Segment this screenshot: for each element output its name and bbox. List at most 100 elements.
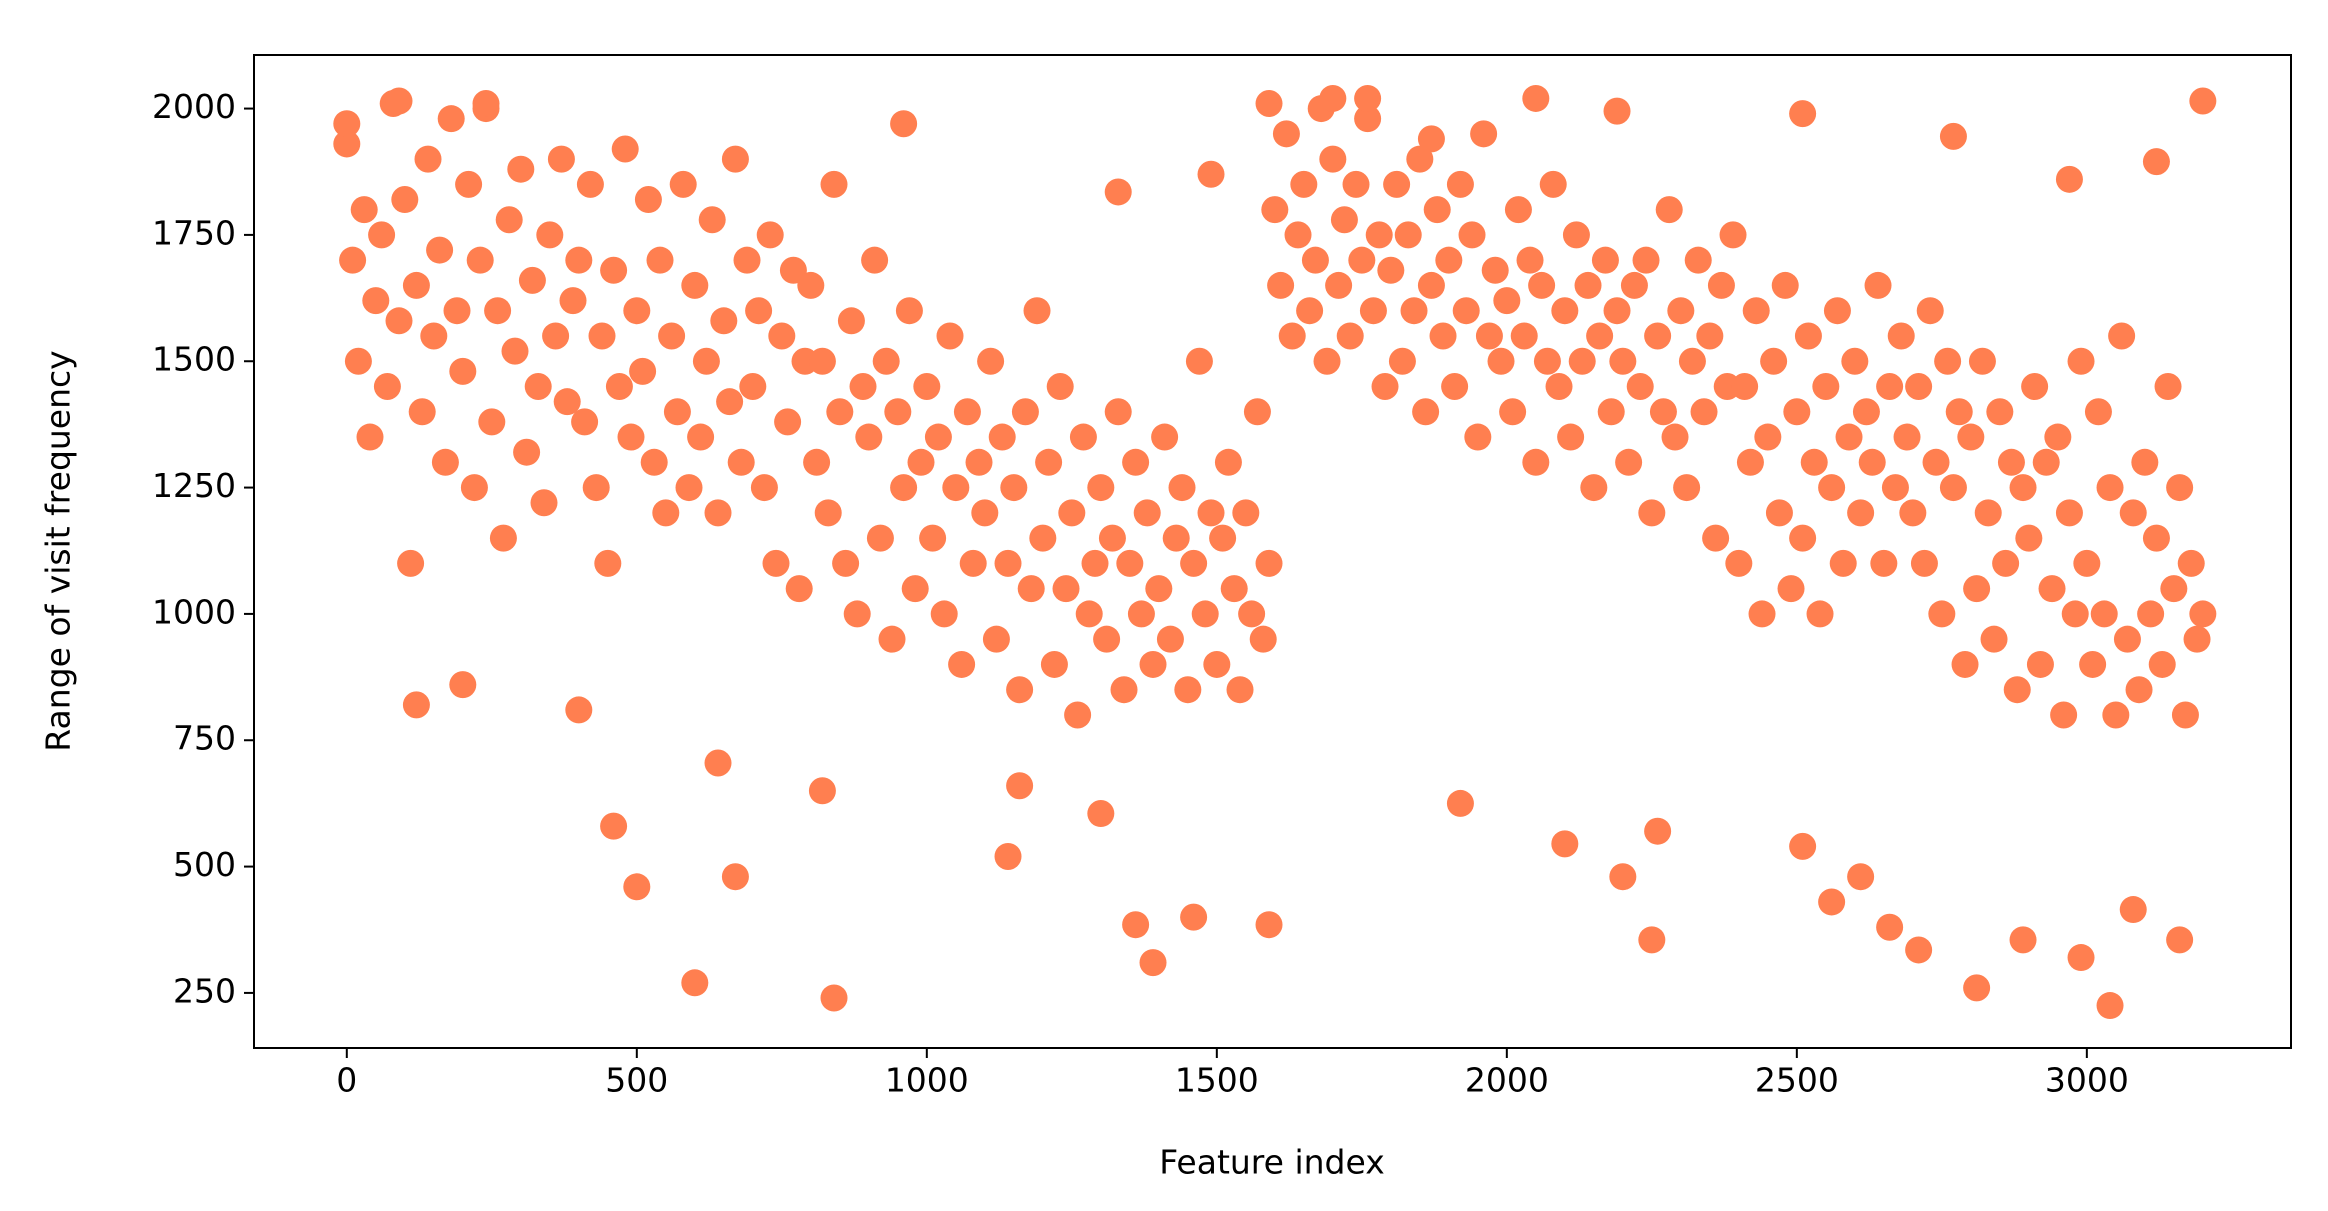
point bbox=[1893, 423, 1921, 451]
point bbox=[2055, 165, 2083, 193]
point bbox=[774, 408, 802, 436]
point bbox=[2108, 322, 2136, 350]
point bbox=[1458, 221, 1486, 249]
point bbox=[582, 474, 610, 502]
point bbox=[594, 549, 622, 577]
point bbox=[350, 196, 378, 224]
point bbox=[1638, 926, 1666, 954]
point bbox=[588, 322, 616, 350]
point bbox=[1939, 474, 1967, 502]
point bbox=[924, 423, 952, 451]
point bbox=[895, 297, 923, 325]
point bbox=[1180, 549, 1208, 577]
point bbox=[437, 105, 465, 133]
point bbox=[1847, 863, 1875, 891]
point bbox=[1214, 448, 1242, 476]
point bbox=[675, 474, 703, 502]
point bbox=[692, 347, 720, 375]
point bbox=[2137, 600, 2165, 628]
point bbox=[2096, 992, 2124, 1020]
point bbox=[385, 87, 413, 115]
point bbox=[1905, 936, 1933, 964]
point bbox=[1963, 974, 1991, 1002]
point bbox=[1609, 863, 1637, 891]
point bbox=[2038, 575, 2066, 603]
point bbox=[1812, 373, 1840, 401]
point bbox=[832, 549, 860, 577]
point bbox=[930, 600, 958, 628]
point bbox=[1412, 398, 1440, 426]
point bbox=[1533, 347, 1561, 375]
point bbox=[1209, 524, 1237, 552]
point bbox=[808, 777, 836, 805]
point bbox=[2079, 650, 2107, 678]
point bbox=[820, 170, 848, 198]
point bbox=[2015, 524, 2043, 552]
point bbox=[1058, 499, 1086, 527]
point bbox=[2131, 448, 2159, 476]
point bbox=[460, 474, 488, 502]
point bbox=[1313, 347, 1341, 375]
point bbox=[1580, 474, 1608, 502]
point bbox=[1481, 256, 1509, 284]
point bbox=[1545, 373, 1573, 401]
point bbox=[959, 549, 987, 577]
point bbox=[2096, 474, 2124, 502]
point bbox=[1516, 246, 1544, 274]
y-tick-label: 2000 bbox=[152, 87, 236, 126]
point bbox=[1586, 322, 1614, 350]
point bbox=[1023, 297, 1051, 325]
point bbox=[1290, 170, 1318, 198]
point bbox=[1562, 221, 1590, 249]
point bbox=[837, 307, 865, 335]
point bbox=[1255, 911, 1283, 939]
point bbox=[1098, 524, 1126, 552]
point bbox=[1638, 499, 1666, 527]
point bbox=[2026, 650, 2054, 678]
point bbox=[1197, 499, 1225, 527]
point bbox=[965, 448, 993, 476]
point bbox=[1226, 676, 1254, 704]
point bbox=[2084, 398, 2112, 426]
point bbox=[721, 863, 749, 891]
point bbox=[1522, 84, 1550, 112]
point bbox=[611, 135, 639, 163]
point bbox=[2119, 896, 2147, 924]
point bbox=[1272, 120, 1300, 148]
point bbox=[2189, 87, 2217, 115]
point bbox=[1655, 196, 1683, 224]
point bbox=[716, 388, 744, 416]
point bbox=[1116, 549, 1144, 577]
point bbox=[681, 969, 709, 997]
point bbox=[501, 337, 529, 365]
point bbox=[1528, 271, 1556, 299]
point bbox=[1145, 575, 1173, 603]
point bbox=[571, 408, 599, 436]
point bbox=[2009, 926, 2037, 954]
point bbox=[1609, 347, 1637, 375]
point bbox=[1446, 789, 1474, 817]
point bbox=[1968, 347, 1996, 375]
point bbox=[1806, 600, 1834, 628]
point bbox=[936, 322, 964, 350]
point bbox=[1626, 373, 1654, 401]
point bbox=[820, 984, 848, 1012]
point bbox=[623, 873, 651, 901]
point bbox=[600, 812, 628, 840]
point bbox=[489, 524, 517, 552]
point bbox=[1771, 271, 1799, 299]
point bbox=[2189, 600, 2217, 628]
point bbox=[634, 186, 662, 214]
point bbox=[1997, 448, 2025, 476]
point bbox=[779, 256, 807, 284]
point bbox=[1644, 817, 1672, 845]
point bbox=[762, 549, 790, 577]
point bbox=[1185, 347, 1213, 375]
point bbox=[1661, 423, 1689, 451]
point bbox=[2067, 944, 2095, 972]
point bbox=[333, 110, 361, 138]
y-tick-label: 1750 bbox=[152, 213, 236, 252]
point bbox=[1731, 373, 1759, 401]
point bbox=[1151, 423, 1179, 451]
point bbox=[1690, 398, 1718, 426]
